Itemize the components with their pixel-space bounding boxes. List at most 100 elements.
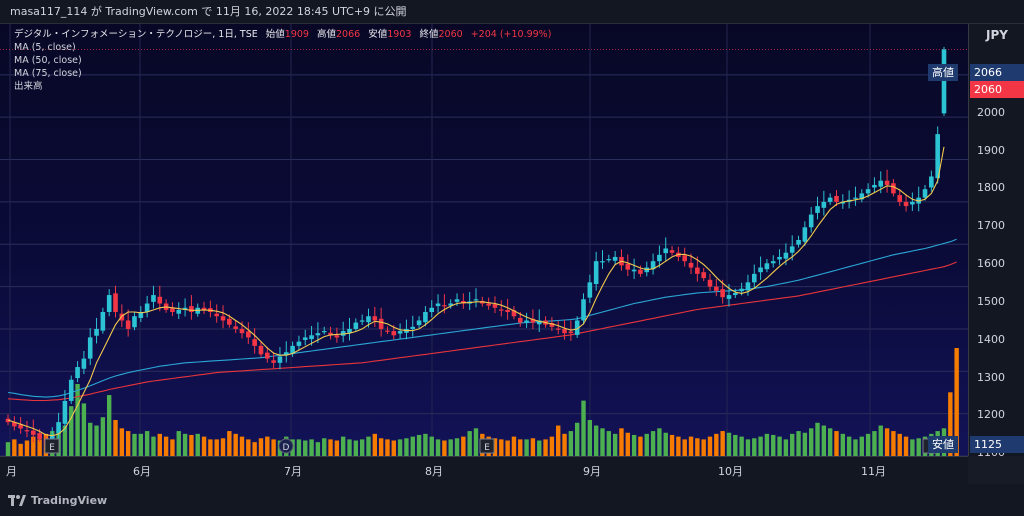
candle-body — [321, 331, 327, 333]
volume-bar — [385, 439, 390, 456]
volume-bar — [391, 440, 396, 456]
candle-body — [726, 295, 732, 299]
candle-body — [732, 292, 738, 296]
candle-body — [878, 180, 884, 187]
candle-body — [12, 422, 17, 427]
candle-body — [555, 328, 561, 330]
volume-bar — [353, 440, 359, 456]
volume-bar — [865, 433, 871, 456]
candle-body — [391, 331, 397, 336]
time-axis[interactable]: 月 6月 7月 8月 9月 10月 11月 — [0, 456, 968, 485]
svg-text:D: D — [283, 443, 290, 453]
volume-bar — [625, 432, 630, 456]
volume-bar — [442, 440, 447, 456]
candle-body — [517, 317, 523, 323]
candle-body — [189, 306, 194, 312]
candle-body — [808, 214, 814, 228]
candle-body — [581, 299, 586, 321]
volume-bar — [100, 417, 106, 456]
currency-label[interactable]: JPY — [986, 28, 1008, 42]
ma75-line — [7, 261, 957, 402]
candle-body — [283, 352, 289, 355]
candle-body — [309, 335, 314, 340]
volume-bar — [359, 439, 365, 456]
price-chart[interactable]: EDEE — [0, 24, 968, 456]
candle-body — [75, 367, 80, 379]
candle-body — [764, 263, 770, 270]
volume-bar — [707, 436, 713, 456]
indicator-ma50[interactable]: MA (50, close) — [14, 55, 82, 66]
volume-bar — [31, 436, 36, 456]
candle-body — [442, 305, 447, 307]
volume-bar — [220, 438, 226, 456]
volume-bar — [258, 438, 264, 456]
volume-bar — [429, 436, 434, 456]
volume-bar — [347, 439, 352, 456]
volume-bar — [410, 436, 415, 456]
volume-bar — [524, 439, 529, 456]
candle-body — [707, 279, 713, 287]
volume-bar — [663, 432, 668, 456]
candle-body — [182, 307, 188, 310]
candle-body — [897, 195, 903, 202]
volume-bar — [777, 436, 782, 456]
candle-body — [796, 240, 801, 245]
volume-bar — [695, 438, 700, 456]
earnings-marker[interactable]: E — [44, 438, 60, 454]
candle-body — [872, 184, 877, 188]
candle-body — [524, 320, 529, 323]
candle-body — [935, 134, 940, 179]
volume-bar — [720, 431, 725, 456]
svg-text:E: E — [484, 443, 490, 453]
volume-bar — [334, 440, 340, 456]
volume-bar — [644, 433, 649, 456]
last-price-tag: 2060 — [970, 81, 1024, 98]
indicator-volume[interactable]: 出来高 — [14, 81, 43, 92]
earnings-marker[interactable]: E — [479, 438, 495, 454]
candle-body — [258, 345, 264, 355]
candle-body — [100, 312, 106, 331]
candle-body — [638, 269, 643, 274]
candle-body — [657, 254, 662, 262]
volume-bar — [106, 395, 112, 456]
volume-bar — [802, 432, 808, 456]
candle-body — [701, 272, 706, 279]
high-tag-label: 高値 — [928, 64, 958, 81]
volume-bar — [549, 436, 555, 456]
chart-area[interactable]: EDEE デジタル・インフォメーション・テクノロジー, 1日, TSE 始値19… — [0, 24, 968, 456]
candle-body — [505, 309, 510, 312]
candle-body — [612, 256, 618, 261]
volume-bar — [853, 439, 858, 456]
dividend-marker[interactable]: D — [278, 438, 294, 454]
price-tick: 1600 — [977, 257, 1005, 270]
volume-bar — [492, 438, 498, 456]
candle-body — [625, 263, 631, 270]
volume-bar — [505, 440, 510, 456]
candle-body — [151, 295, 156, 302]
candle-body — [144, 303, 150, 312]
candle-body — [688, 262, 694, 268]
candle-body — [593, 261, 599, 285]
candle-body — [239, 328, 245, 334]
volume-bar — [448, 439, 453, 456]
tradingview-logo[interactable]: TradingView — [8, 494, 107, 507]
volume-bar — [752, 438, 757, 456]
candle-body — [587, 282, 593, 298]
volume-bar — [511, 436, 517, 456]
candle-body — [56, 422, 61, 434]
volume-bar — [619, 428, 624, 456]
candle-body — [859, 193, 865, 200]
legend-symbol-row: デジタル・インフォメーション・テクノロジー, 1日, TSE 始値1909 高値… — [14, 28, 551, 41]
volume-bar — [891, 431, 896, 456]
volume-bar — [954, 348, 959, 456]
candle-body — [385, 330, 390, 332]
volume-bar — [606, 431, 612, 456]
candle-body — [220, 316, 226, 321]
volume-bar — [435, 439, 441, 456]
indicator-ma75[interactable]: MA (75, close) — [14, 68, 82, 79]
candle-body — [87, 337, 93, 359]
indicator-ma5[interactable]: MA (5, close) — [14, 42, 76, 53]
candle-body — [170, 308, 175, 312]
candle-body — [106, 295, 112, 312]
volume-bar — [726, 432, 732, 456]
